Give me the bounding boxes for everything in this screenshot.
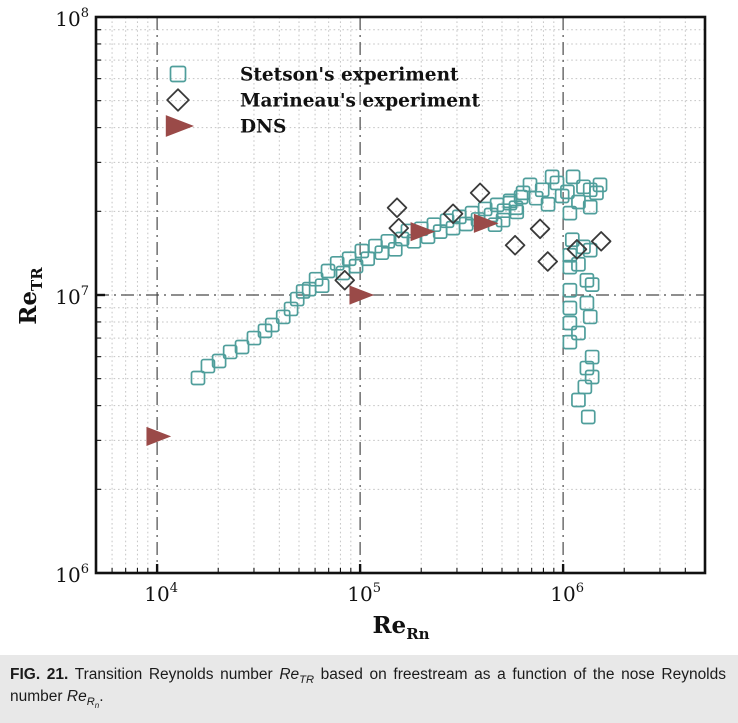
data-point-dns <box>473 213 499 233</box>
data-point-stetson-s-experiment <box>275 309 291 325</box>
data-point-stetson-s-experiment <box>190 370 206 386</box>
data-point-stetson-s-experiment <box>582 309 598 325</box>
data-point-stetson-s-experiment <box>571 256 586 272</box>
data-point-marineau-s-experiment <box>442 203 464 225</box>
data-point-stetson-s-experiment <box>211 353 227 369</box>
data-point-stetson-s-experiment <box>320 263 336 279</box>
data-point-stetson-s-experiment <box>579 360 595 376</box>
data-point-stetson-s-experiment <box>584 349 600 365</box>
x-axis-label-text: ReRn <box>372 612 429 643</box>
data-point-stetson-s-experiment <box>562 259 578 275</box>
caption-re-tr-sub: TR <box>299 674 315 687</box>
data-point-stetson-s-experiment <box>589 185 604 201</box>
caption-text: FIG. 21. Transition Reynolds number ReTR… <box>10 664 726 711</box>
y-tick-label: 106 <box>55 562 89 587</box>
caption-segment: based on freestream as a function of the… <box>10 666 726 705</box>
data-point-stetson-s-experiment <box>562 334 578 350</box>
data-point-stetson-s-experiment <box>580 409 596 425</box>
legend-marker-stetson-s-experiment <box>169 65 187 83</box>
caption-re-rn-subsub: n <box>94 701 100 711</box>
data-point-marineau-s-experiment <box>504 234 526 256</box>
caption-re-rn-sub: R <box>86 696 95 709</box>
data-point-stetson-s-experiment <box>554 188 570 204</box>
data-point-stetson-s-experiment <box>348 258 364 274</box>
legend-label: DNS <box>240 117 286 138</box>
data-point-marineau-s-experiment <box>566 239 588 260</box>
data-point-stetson-s-experiment <box>495 212 511 228</box>
data-point-stetson-s-experiment <box>562 315 578 331</box>
data-point-stetson-s-experiment <box>360 251 376 267</box>
data-point-stetson-s-experiment <box>222 344 238 360</box>
data-point-dns <box>410 222 436 242</box>
data-point-stetson-s-experiment <box>582 242 598 258</box>
data-point-dns <box>349 285 375 305</box>
data-point-stetson-s-experiment <box>571 325 586 341</box>
data-point-marineau-s-experiment <box>590 231 612 252</box>
data-point-marineau-s-experiment <box>529 218 551 240</box>
data-point-marineau-s-experiment <box>334 269 355 291</box>
legend-label: Marineau's experiment <box>240 91 480 112</box>
figure-caption: FIG. 21. Transition Reynolds number ReTR… <box>0 655 738 723</box>
data-point-marineau-s-experiment <box>388 217 410 239</box>
data-point-stetson-s-experiment <box>314 278 330 294</box>
data-point-stetson-s-experiment <box>380 233 396 249</box>
data-point-marineau-s-experiment <box>386 197 408 219</box>
data-point-stetson-s-experiment <box>562 247 578 263</box>
caption-re-rn: Re <box>66 688 87 705</box>
y-tick-label: 108 <box>55 6 89 31</box>
data-point-stetson-s-experiment <box>582 199 598 215</box>
legend-label: Stetson's experiment <box>240 65 459 86</box>
data-point-stetson-s-experiment <box>584 277 600 292</box>
data-point-stetson-s-experiment <box>335 265 351 281</box>
data-point-stetson-s-experiment <box>562 205 578 221</box>
legend-marker-dns <box>165 115 195 137</box>
data-point-stetson-s-experiment <box>560 184 575 200</box>
data-point-marineau-s-experiment <box>537 251 558 272</box>
data-point-stetson-s-experiment <box>234 339 250 355</box>
x-tick-label: 105 <box>347 581 381 606</box>
y-axis-label: ReTR <box>15 267 46 325</box>
data-point-stetson-s-experiment <box>200 358 216 374</box>
data-point-stetson-s-experiment <box>562 300 578 316</box>
y-tick-label: 107 <box>55 284 89 309</box>
data-point-stetson-s-experiment <box>509 204 525 220</box>
figure-number: FIG. 21. <box>10 666 69 683</box>
data-point-stetson-s-experiment <box>565 169 581 185</box>
data-point-stetson-s-experiment <box>534 182 550 198</box>
x-tick-label: 104 <box>144 581 178 606</box>
data-point-stetson-s-experiment <box>579 295 595 311</box>
data-point-stetson-s-experiment <box>579 272 595 288</box>
data-point-stetson-s-experiment <box>562 282 578 298</box>
caption-segment: Transition Reynolds number <box>74 666 280 683</box>
y-axis-label-text: ReTR <box>15 267 46 325</box>
x-tick-label: 106 <box>550 581 584 606</box>
data-point-stetson-s-experiment <box>264 317 280 333</box>
data-point-stetson-s-experiment <box>540 196 556 212</box>
data-point-stetson-s-experiment <box>571 194 586 210</box>
x-axis-label: ReRn <box>372 612 429 643</box>
data-point-dns <box>146 426 172 446</box>
caption-segment: . <box>99 688 104 705</box>
data-point-marineau-s-experiment <box>469 182 491 204</box>
plot-container: 104 105 106 106 107 108 ReRn ReTR Stetson's expe… <box>15 6 707 643</box>
legend-marker-marineau-s-experiment <box>166 88 190 112</box>
data-point-stetson-s-experiment <box>571 392 586 408</box>
scatter-chart: 104 105 106 106 107 108 ReRn ReTR Stetson's expe… <box>15 6 707 643</box>
data-point-stetson-s-experiment <box>592 177 608 193</box>
caption-re-tr: Re <box>279 666 300 683</box>
